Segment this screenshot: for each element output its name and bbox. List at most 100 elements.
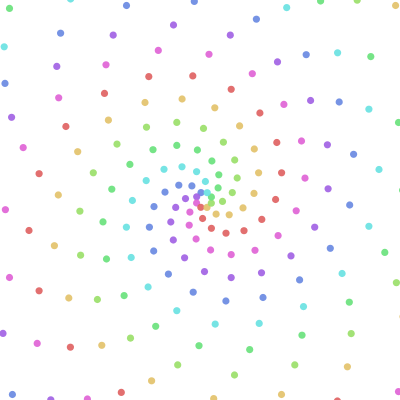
magenta-arm-dot (154, 46, 162, 55)
lime-arm-dot (142, 123, 151, 131)
purple-arm-dot (0, 329, 7, 337)
lime-arm-dot (173, 118, 181, 126)
magenta-arm-dot (251, 246, 259, 254)
cyan-arm-dot (299, 303, 308, 311)
blue-arm-dot (8, 390, 16, 399)
green-arm-dot (215, 171, 223, 179)
yellow-arm-dot (104, 116, 112, 124)
green-arm-dot (152, 322, 160, 330)
yellow-arm-dot (236, 122, 244, 130)
cyan-arm-dot (375, 165, 383, 174)
green-arm-dot (195, 342, 203, 350)
green-arm-dot (102, 255, 111, 263)
magenta-arm-dot (186, 208, 194, 216)
blue-arm-dot (175, 181, 183, 189)
magenta-arm-dot (55, 94, 63, 102)
blue-arm-dot (161, 188, 169, 196)
lime-arm-dot (89, 169, 97, 177)
magenta-arm-dot (33, 339, 41, 347)
purple-arm-dot (200, 268, 209, 276)
yellow-arm-dot (50, 242, 59, 250)
magenta-arm-dot (227, 251, 235, 259)
purple-arm-dot (311, 223, 319, 231)
magenta-arm-dot (207, 246, 215, 254)
yellow-arm-dot (250, 189, 258, 197)
blue-arm-dot (346, 201, 354, 209)
purple-arm-dot (172, 203, 180, 211)
yellow-arm-dot (225, 211, 233, 219)
yellow-arm-dot (250, 145, 258, 153)
yellow-arm-dot (343, 363, 351, 371)
red-arm-dot (117, 388, 125, 396)
blue-arm-dot (296, 276, 304, 284)
yellow-arm-dot (239, 204, 247, 212)
magenta-arm-dot (394, 388, 400, 396)
magenta-arm-dot (5, 273, 14, 282)
lime-arm-dot (347, 330, 355, 338)
purple-arm-dot (226, 31, 234, 39)
cyan-arm-dot (144, 283, 152, 291)
yellow-arm-dot (210, 395, 218, 400)
yellow-arm-dot (392, 1, 400, 10)
yellow-arm-dot (54, 191, 62, 199)
red-arm-dot (272, 195, 280, 204)
red-arm-dot (35, 170, 43, 178)
green-arm-dot (317, 0, 325, 5)
red-arm-dot (222, 229, 230, 237)
red-arm-dot (256, 109, 264, 117)
red-arm-dot (35, 287, 43, 295)
lime-arm-dot (174, 361, 182, 369)
lime-arm-dot (230, 371, 239, 379)
purple-arm-dot (169, 236, 177, 244)
magenta-arm-dot (1, 206, 9, 214)
blue-arm-dot (190, 0, 198, 5)
yellow-arm-dot (178, 95, 186, 103)
red-arm-dot (273, 138, 281, 147)
red-arm-dot (333, 397, 341, 400)
yellow-arm-dot (141, 98, 149, 107)
purple-arm-dot (53, 62, 61, 70)
yellow-arm-dot (211, 104, 219, 112)
purple-arm-dot (169, 21, 178, 29)
cyan-arm-dot (0, 43, 8, 51)
cyan-arm-dot (178, 163, 186, 171)
blue-arm-dot (335, 98, 343, 106)
purple-arm-dot (257, 269, 266, 277)
lime-arm-dot (76, 207, 84, 215)
magenta-arm-dot (297, 137, 306, 145)
purple-arm-dot (273, 58, 282, 66)
yellow-arm-dot (212, 210, 220, 218)
green-arm-dot (394, 118, 400, 127)
green-arm-dot (126, 160, 134, 168)
magenta-arm-dot (192, 235, 200, 243)
purple-arm-dot (193, 193, 201, 201)
cyan-arm-dot (365, 222, 373, 230)
purple-arm-dot (181, 195, 190, 203)
cyan-arm-dot (193, 168, 201, 176)
green-arm-dot (298, 331, 306, 339)
blue-arm-dot (326, 244, 334, 252)
red-arm-dot (199, 214, 207, 223)
cyan-arm-dot (255, 319, 263, 327)
green-arm-dot (120, 292, 128, 300)
cyan-arm-dot (338, 269, 346, 278)
yellow-arm-dot (65, 294, 73, 302)
blue-arm-dot (164, 270, 172, 278)
blue-arm-dot (222, 297, 230, 305)
red-arm-dot (25, 226, 33, 235)
magenta-arm-dot (292, 207, 300, 215)
lime-arm-dot (228, 189, 236, 197)
green-arm-dot (208, 157, 216, 165)
blue-arm-dot (1, 79, 9, 87)
blue-arm-dot (57, 29, 65, 37)
blue-arm-dot (259, 293, 267, 302)
cyan-arm-dot (203, 189, 211, 197)
blue-arm-dot (189, 288, 197, 296)
purple-arm-dot (323, 141, 331, 149)
red-arm-dot (227, 85, 235, 93)
red-arm-dot (62, 122, 70, 131)
lime-arm-dot (219, 138, 227, 146)
blue-arm-dot (350, 150, 358, 158)
